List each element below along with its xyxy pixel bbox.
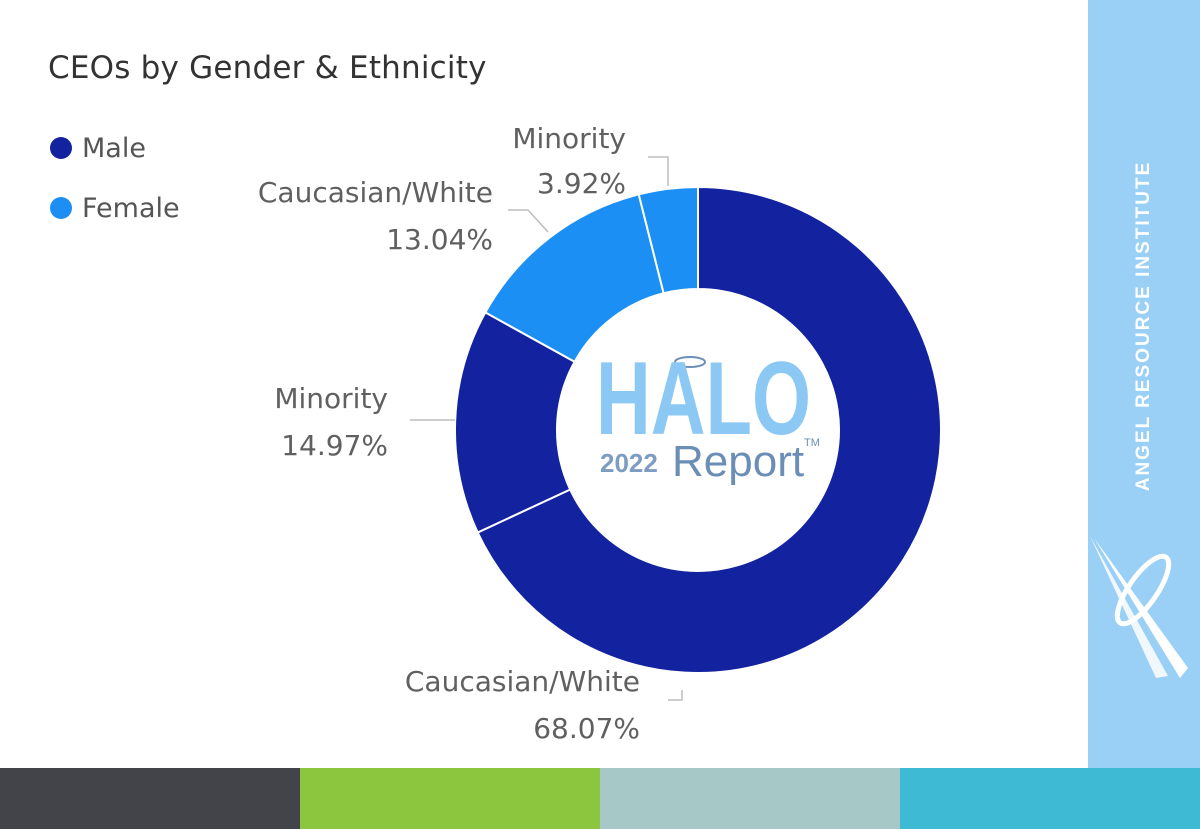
- slice-value-label-male-caucasian: 68.07%: [533, 712, 640, 745]
- donut-chart: Caucasian/White 68.07% Minority 14.97% Cauca…: [258, 122, 942, 745]
- logo-tm: TM: [804, 437, 820, 449]
- leader-line-male-caucasian: [668, 690, 683, 701]
- legend-swatch-female: [50, 197, 72, 219]
- slice-value-label-female-caucasian: 13.04%: [386, 223, 493, 256]
- slice-value-label-female-minority: 3.92%: [537, 167, 626, 200]
- sidebar-band: ANGEL RESOURCE INSTITUTE: [1088, 0, 1200, 768]
- slice-name-label-female-minority: Minority: [512, 122, 626, 155]
- footer-segment: [900, 768, 1200, 829]
- donut-slice-male-caucasian[interactable]: [476, 185, 942, 674]
- footer-segment: [0, 768, 300, 829]
- legend-swatch-male: [50, 137, 72, 159]
- legend-label-male: Male: [82, 132, 146, 164]
- slice-name-label-male-caucasian: Caucasian/White: [405, 665, 640, 698]
- legend-item-male[interactable]: Male: [50, 118, 180, 178]
- leader-line-female-caucasian: [508, 209, 549, 233]
- sidebar-brand-text: ANGEL RESOURCE INSTITUTE: [1133, 160, 1154, 492]
- angel-resource-institute-logo-icon: [1090, 536, 1188, 678]
- slice-value-label-male-minority: 14.97%: [281, 429, 388, 462]
- chart-legend: Male Female: [50, 118, 180, 238]
- leader-line-female-minority: [648, 156, 669, 186]
- donut-slice-female-minority[interactable]: [637, 185, 699, 295]
- slice-name-label-male-minority: Minority: [274, 382, 388, 415]
- logo-report: Report: [672, 437, 804, 486]
- slice-name-label-female-caucasian: Caucasian/White: [258, 176, 493, 209]
- footer-segment: [300, 768, 600, 829]
- halo-report-logo: HALO 2022 Report TM: [596, 350, 820, 486]
- footer-segment: [600, 768, 900, 829]
- legend-label-female: Female: [82, 192, 180, 224]
- footer-color-bar: [0, 768, 1200, 829]
- logo-halo: HALO: [596, 350, 811, 457]
- logo-year: 2022: [600, 448, 658, 478]
- chart-title: CEOs by Gender & Ethnicity: [48, 50, 487, 86]
- legend-item-female[interactable]: Female: [50, 178, 180, 238]
